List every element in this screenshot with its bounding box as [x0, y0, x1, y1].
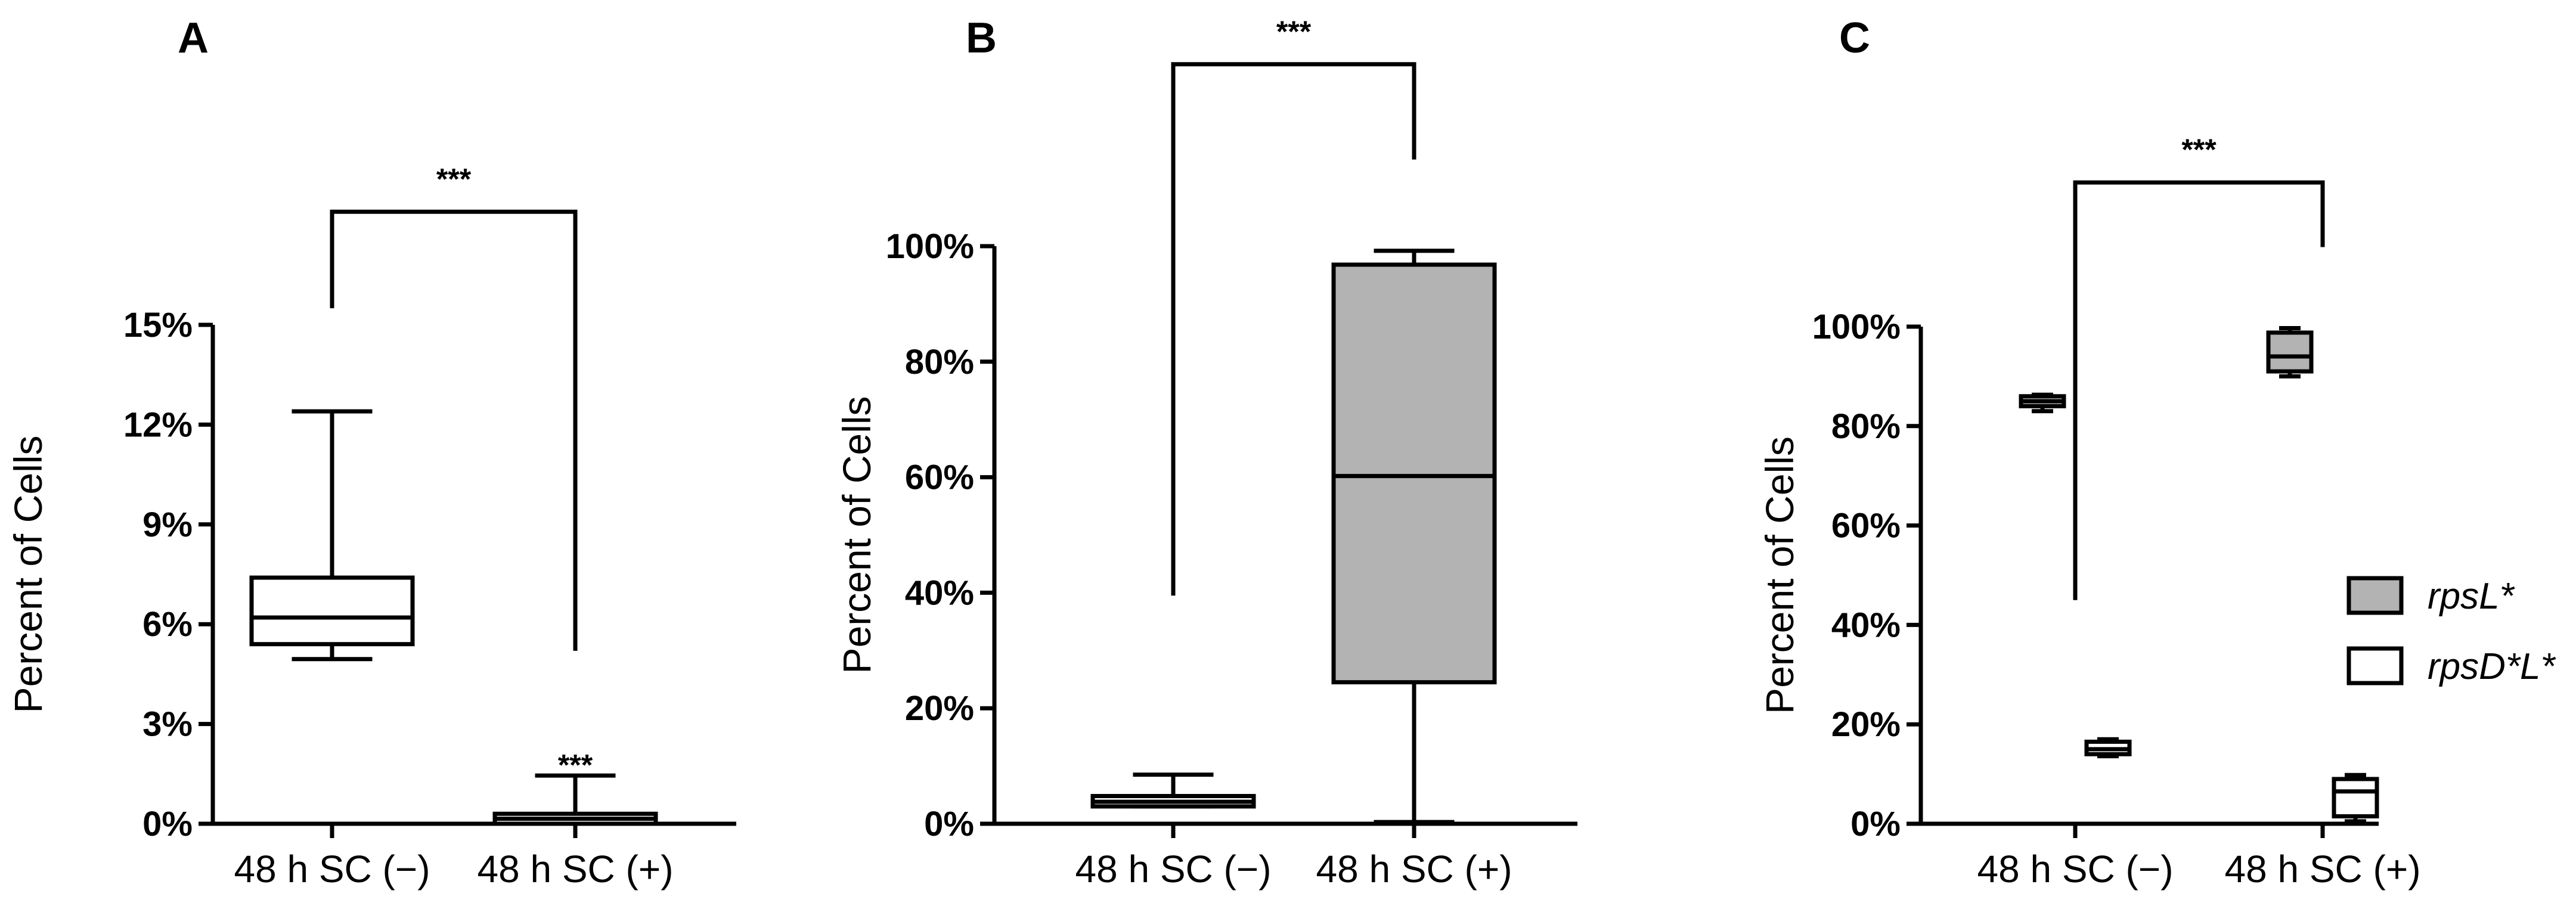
y-tick-label: 20%: [905, 689, 974, 728]
significance-bracket: [2073, 180, 2325, 600]
box-iqr: [1331, 262, 1497, 685]
legend: rpsL* rpsD*L*: [2346, 576, 2556, 687]
legend-swatch: [2346, 646, 2404, 685]
y-tick-label: 15%: [123, 306, 193, 345]
significance-annotation: ***: [558, 748, 593, 781]
y-axis-label: Percent of Cells: [835, 396, 879, 674]
x-category-label: 48 h SC (+): [477, 848, 673, 891]
y-tick-label: 40%: [905, 573, 974, 612]
y-tick-label: 20%: [1831, 705, 1901, 744]
box-iqr: [249, 575, 415, 647]
y-tick-label: 6%: [142, 605, 193, 644]
y-tick-label: 12%: [123, 405, 193, 444]
y-tick-label: 60%: [905, 458, 974, 497]
y-tick-label: 100%: [1812, 308, 1901, 346]
significance-label: ***: [436, 162, 472, 196]
y-tick-label: 80%: [905, 343, 974, 381]
significance-bracket: [330, 209, 578, 651]
panel-letter-c: C: [1839, 14, 1870, 62]
panel-letter-b: B: [966, 14, 997, 62]
box-iqr: [2266, 330, 2314, 374]
y-tick-label: 40%: [1831, 606, 1901, 644]
box-iqr: [2332, 777, 2379, 818]
y-tick-label: 0%: [142, 805, 193, 843]
significance-bracket: [1171, 62, 1416, 596]
panel-c: C 0% 20% 40% 60% 80% 100% Percent of Cells 48 h…: [1757, 14, 2556, 891]
x-category-label: 48 h SC (−): [234, 848, 430, 891]
y-tick-label: 0%: [924, 805, 974, 843]
y-tick-label: 0%: [1850, 805, 1901, 843]
x-category-label: 48 h SC (−): [1075, 848, 1271, 891]
panel-letter-a: A: [178, 14, 209, 62]
significance-label: ***: [2181, 133, 2217, 166]
x-category-label: 48 h SC (+): [2224, 848, 2420, 891]
x-category-label: 48 h SC (+): [1316, 848, 1512, 891]
y-tick-label: 3%: [142, 705, 193, 744]
y-axis-label: Percent of Cells: [6, 436, 50, 713]
y-tick-label: 80%: [1831, 407, 1901, 446]
y-tick-label: 9%: [142, 505, 193, 544]
x-category-label: 48 h SC (−): [1977, 848, 2173, 891]
panel-a: A 0% 3% 6% 9% 12% 15% Percent of Cells 48 h SC …: [6, 14, 736, 891]
y-axis-label: Percent of Cells: [1757, 436, 1802, 714]
y-tick-label: 60%: [1831, 507, 1901, 545]
panel-b: B 0% 20% 40% 60% 80% 100% Percent of Cells 48 h…: [835, 14, 1577, 891]
legend-label: rpsL*: [2428, 576, 2515, 617]
legend-swatch: [2346, 576, 2404, 615]
significance-label: ***: [1276, 15, 1312, 48]
legend-label: rpsD*L*: [2428, 646, 2556, 687]
y-tick-label: 100%: [886, 227, 974, 266]
